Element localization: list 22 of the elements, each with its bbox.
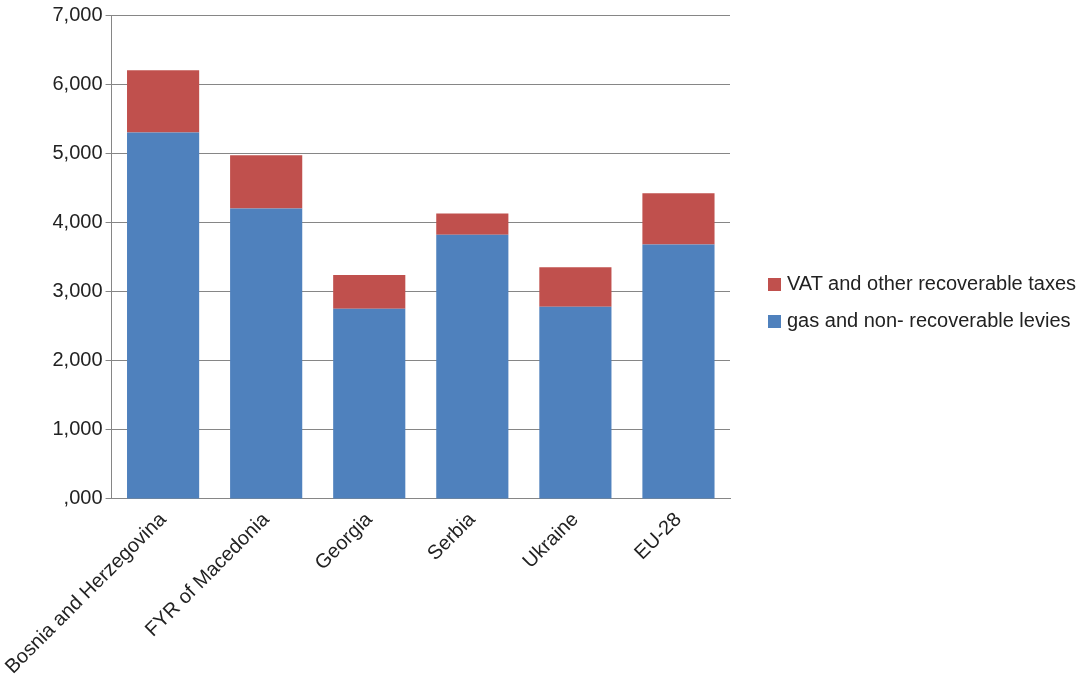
bar xyxy=(333,308,406,499)
legend-label: VAT and other recoverable taxes xyxy=(787,272,1077,295)
bar xyxy=(127,70,200,133)
bar xyxy=(436,213,509,235)
legend-label: gas and non- recoverable levies xyxy=(787,309,1071,332)
y-tick-label: 1,000 xyxy=(52,417,103,440)
bar xyxy=(230,208,303,499)
bar xyxy=(127,132,200,499)
bar xyxy=(230,155,303,209)
y-tick-label: ,000 xyxy=(63,486,103,509)
y-tick-label: 3,000 xyxy=(52,279,103,302)
y-tick-label: 5,000 xyxy=(52,140,103,163)
y-tick-label: 2,000 xyxy=(52,348,103,371)
y-tick-label: 6,000 xyxy=(52,71,103,94)
y-tick-label: 4,000 xyxy=(52,209,103,232)
bar xyxy=(642,193,715,245)
bar xyxy=(333,274,406,309)
bar xyxy=(436,234,509,499)
y-tick-label: 7,000 xyxy=(52,2,103,25)
bar xyxy=(539,267,612,307)
bar xyxy=(539,306,612,499)
bar xyxy=(642,244,715,499)
